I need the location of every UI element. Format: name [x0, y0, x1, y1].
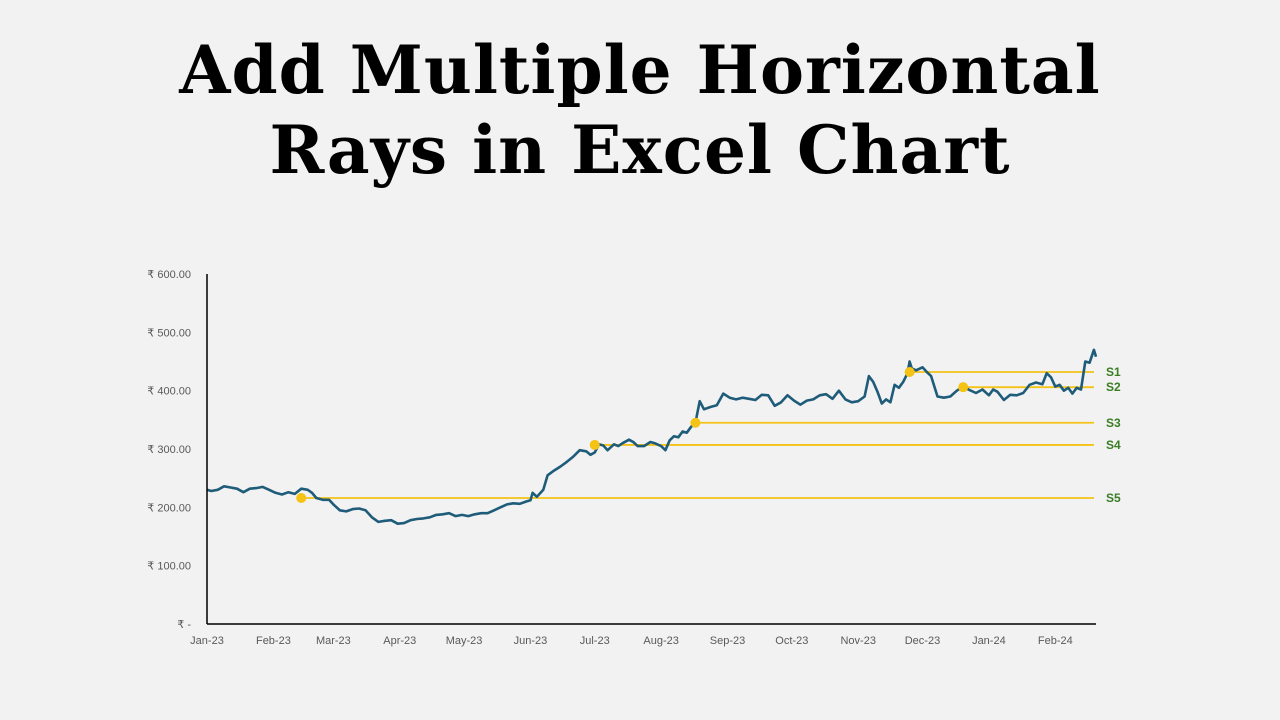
x-tick-label: Apr-23: [383, 635, 416, 647]
y-tick-label: ₹ 500.00: [147, 327, 191, 339]
ray-marker-s1: [904, 367, 915, 377]
x-tick-label: Jan-24: [972, 635, 1006, 647]
y-tick-label: ₹ 300.00: [147, 444, 191, 456]
page-title: Add Multiple Horizontal Rays in Excel Ch…: [0, 30, 1280, 190]
x-tick-label: Aug-23: [643, 635, 678, 647]
ray-marker-s4: [589, 439, 600, 450]
x-tick-label: Dec-23: [905, 635, 940, 647]
x-tick-label: Jul-23: [580, 635, 610, 647]
ray-label-s4: S4: [1106, 438, 1121, 452]
y-tick-label: ₹ -: [177, 619, 191, 631]
x-tick-label: Jan-23: [190, 635, 224, 647]
ray-label-s3: S3: [1106, 416, 1121, 430]
y-tick-label: ₹ 100.00: [147, 561, 191, 573]
y-tick-label: ₹ 600.00: [147, 269, 191, 281]
ray-start-markers: [296, 367, 969, 503]
x-tick-label: Mar-23: [316, 635, 351, 647]
ray-marker-s3: [690, 417, 701, 428]
title-line-1: Add Multiple Horizontal: [179, 31, 1101, 109]
x-axis-ticks: Jan-23 Feb-23 Mar-23 Apr-23 May-23 Jun-23 Jul-…: [190, 635, 1073, 647]
x-tick-label: May-23: [446, 635, 483, 647]
x-tick-label: Oct-23: [775, 635, 808, 647]
x-tick-label: Sep-23: [710, 635, 745, 647]
title-line-2: Rays in Excel Chart: [269, 111, 1011, 189]
y-tick-label: ₹ 200.00: [147, 502, 191, 514]
y-axis-ticks: ₹ - ₹ 100.00 ₹ 200.00 ₹ 300.00 ₹ 400.00 ₹ 500…: [147, 269, 191, 631]
ray-marker-s2: [958, 382, 969, 393]
ray-label-s1: S1: [1106, 365, 1121, 379]
x-tick-label: Jun-23: [514, 635, 548, 647]
ray-marker-s5: [296, 493, 307, 503]
x-tick-label: Feb-23: [256, 635, 291, 647]
x-tick-label: Nov-23: [840, 635, 875, 647]
x-tick-label: Feb-24: [1038, 635, 1073, 647]
ray-label-s2: S2: [1106, 380, 1121, 394]
y-tick-label: ₹ 400.00: [147, 386, 191, 398]
ray-label-s5: S5: [1106, 491, 1121, 505]
